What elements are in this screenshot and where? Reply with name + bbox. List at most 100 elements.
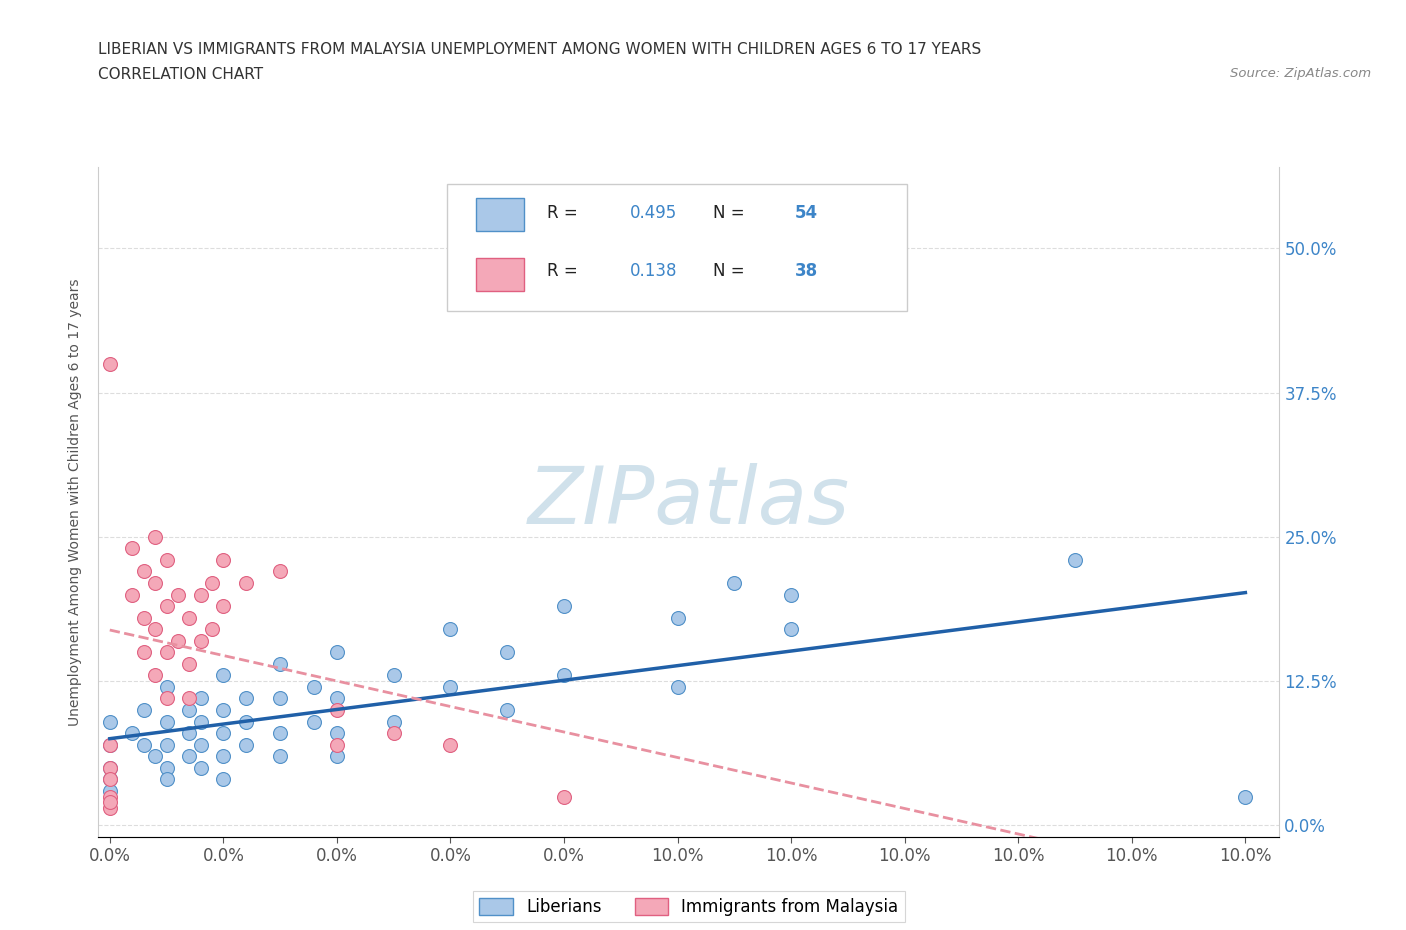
Point (98, 801, 121, 816)
Point (439, 622, 461, 637)
Point (121, 541, 143, 556)
Text: 54: 54 (796, 204, 818, 222)
Text: 0.495: 0.495 (630, 204, 678, 222)
Point (155, 644, 177, 659)
Point (132, 564, 155, 578)
FancyBboxPatch shape (477, 258, 523, 291)
Point (201, 622, 224, 637)
Point (98, 356, 121, 371)
Point (179, 702, 201, 717)
Point (167, 633, 190, 648)
Point (212, 772, 235, 787)
Point (302, 714, 325, 729)
Point (666, 610, 689, 625)
Point (155, 691, 177, 706)
Point (212, 668, 235, 683)
Point (190, 633, 212, 648)
Point (269, 749, 291, 764)
Point (98, 761, 121, 776)
Point (132, 610, 155, 625)
Point (179, 691, 201, 706)
Point (98, 772, 121, 787)
Point (155, 680, 177, 695)
Text: Source: ZipAtlas.com: Source: ZipAtlas.com (1230, 67, 1371, 80)
Point (212, 552, 235, 567)
Point (326, 749, 349, 764)
Point (382, 725, 405, 740)
Point (143, 668, 166, 683)
Point (132, 737, 155, 752)
Text: N =: N = (713, 204, 749, 222)
Point (143, 576, 166, 591)
Point (666, 680, 689, 695)
Point (382, 714, 405, 729)
Point (121, 587, 143, 602)
Point (98, 714, 121, 729)
Point (235, 737, 257, 752)
Point (155, 552, 177, 567)
Point (780, 622, 803, 637)
Point (155, 761, 177, 776)
FancyBboxPatch shape (477, 197, 523, 231)
Point (269, 564, 291, 578)
Point (155, 737, 177, 752)
Text: 38: 38 (796, 262, 818, 280)
Point (155, 714, 177, 729)
Text: N =: N = (713, 262, 749, 280)
Point (553, 668, 575, 683)
Point (98, 761, 121, 776)
Point (132, 702, 155, 717)
Point (98, 790, 121, 804)
Point (98, 795, 121, 810)
Point (179, 657, 201, 671)
Point (326, 702, 349, 717)
Point (201, 576, 224, 591)
Point (723, 576, 745, 591)
Point (143, 749, 166, 764)
Point (212, 749, 235, 764)
Point (155, 772, 177, 787)
Point (326, 644, 349, 659)
Point (190, 737, 212, 752)
Point (121, 725, 143, 740)
Point (132, 644, 155, 659)
Point (190, 587, 212, 602)
Point (1064, 552, 1087, 567)
Point (235, 691, 257, 706)
Text: ZIPatlas: ZIPatlas (527, 463, 851, 541)
FancyBboxPatch shape (447, 184, 907, 312)
Point (326, 737, 349, 752)
Point (269, 657, 291, 671)
Point (98, 772, 121, 787)
Point (382, 668, 405, 683)
Point (179, 610, 201, 625)
Point (98, 737, 121, 752)
Point (212, 702, 235, 717)
Point (269, 725, 291, 740)
Y-axis label: Unemployment Among Women with Children Ages 6 to 17 years: Unemployment Among Women with Children A… (69, 278, 83, 726)
Point (143, 622, 166, 637)
Point (167, 587, 190, 602)
Point (553, 790, 575, 804)
Point (143, 529, 166, 544)
Point (439, 737, 461, 752)
Point (302, 680, 325, 695)
Point (1234, 790, 1257, 804)
Point (326, 691, 349, 706)
Point (155, 599, 177, 614)
Point (439, 680, 461, 695)
Text: R =: R = (547, 262, 583, 280)
Point (190, 691, 212, 706)
Point (326, 725, 349, 740)
Text: R =: R = (547, 204, 583, 222)
Point (98, 783, 121, 798)
Point (190, 761, 212, 776)
Point (496, 644, 519, 659)
Text: CORRELATION CHART: CORRELATION CHART (98, 67, 263, 82)
Legend: Liberians, Immigrants from Malaysia: Liberians, Immigrants from Malaysia (472, 891, 905, 923)
Point (212, 725, 235, 740)
Point (98, 737, 121, 752)
Point (179, 749, 201, 764)
Point (496, 702, 519, 717)
Point (190, 714, 212, 729)
